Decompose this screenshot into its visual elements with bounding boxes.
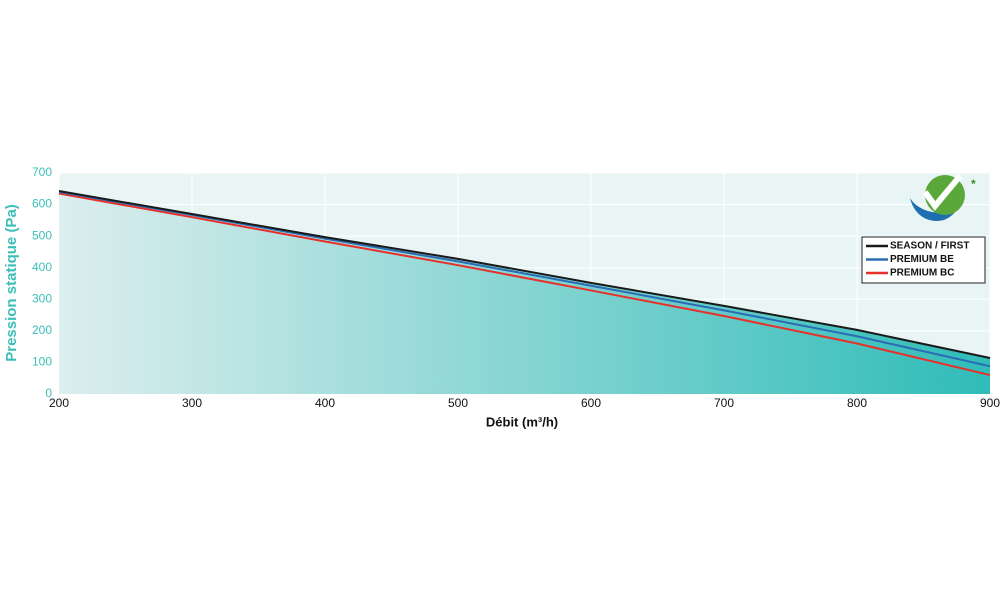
x-tick-label: 500 bbox=[448, 396, 468, 410]
y-tick-label: 200 bbox=[32, 323, 52, 337]
y-tick-label: 700 bbox=[32, 165, 52, 179]
svg-text:*: * bbox=[971, 177, 976, 191]
x-tick-label: 600 bbox=[581, 396, 601, 410]
x-tick-label: 700 bbox=[714, 396, 734, 410]
line bbox=[58, 190, 991, 359]
y-tick-label: 500 bbox=[32, 228, 52, 242]
legend-label: PREMIUM BC bbox=[890, 268, 954, 279]
legend-label: SEASON / FIRST bbox=[890, 241, 969, 252]
y-tick-label: 300 bbox=[32, 291, 52, 305]
x-tick-label: 800 bbox=[847, 396, 867, 410]
x-tick-label: 400 bbox=[315, 396, 335, 410]
x-axis-label: Débit (m³/h) bbox=[486, 414, 558, 429]
line bbox=[58, 190, 991, 368]
line bbox=[58, 192, 991, 377]
logo: * bbox=[910, 174, 976, 221]
y-axis-label: Pression statique (Pa) bbox=[3, 204, 20, 362]
y-tick-label: 100 bbox=[32, 355, 52, 369]
x-tick-label: 200 bbox=[49, 396, 69, 410]
y-tick-label: 0 bbox=[45, 386, 52, 400]
y-tick-label: 600 bbox=[32, 197, 52, 211]
legend-label: PREMIUM BE bbox=[890, 254, 954, 265]
y-tick-label: 400 bbox=[32, 260, 52, 274]
x-tick-label: 300 bbox=[182, 396, 202, 410]
area bbox=[59, 190, 990, 394]
x-tick-label: 900 bbox=[980, 396, 1000, 410]
